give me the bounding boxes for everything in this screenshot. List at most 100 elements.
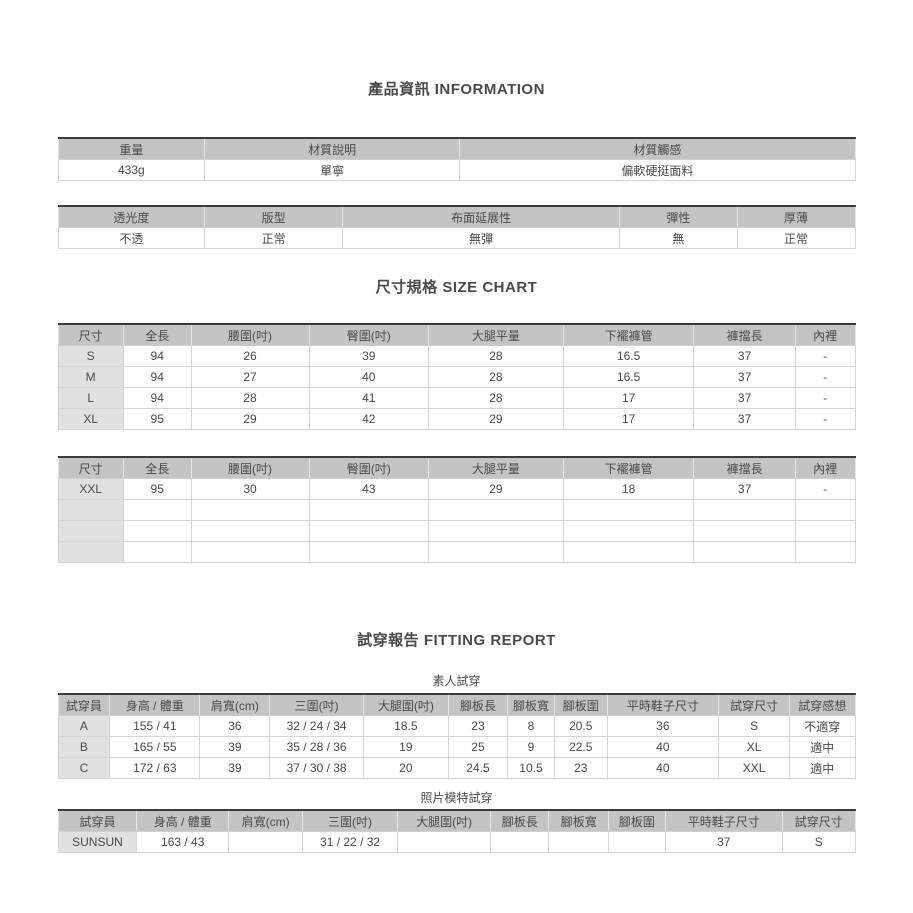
column-header: 腳板寬 [548, 810, 610, 832]
size-chart-table-s-xl: 尺寸 全長 腰圍(吋) 臀圍(吋) 大腿平量 下襬褲管 褲擋長 內裡 S 94 26 39 28 16.5… [57, 323, 856, 430]
table-cell: 37 [693, 345, 796, 367]
amateur-fitting-table: 試穿員 身高 / 體重 肩寬(cm) 三圍(吋) 大腿圍(吋) 腳板長 腳板寬 腳板圍 平時鞋子… [57, 693, 856, 779]
column-header: 透光度 [57, 206, 206, 228]
table-cell: 155 / 41 [109, 715, 201, 737]
column-header: 臀圍(吋) [308, 457, 430, 479]
column-header: 尺寸 [57, 324, 124, 346]
table-cell: 37 [693, 366, 796, 388]
column-header: 試穿尺寸 [718, 694, 791, 716]
table-cell: 無 [619, 227, 738, 249]
column-header: 全長 [122, 324, 192, 346]
table-cell: 40 [606, 757, 720, 779]
table-cell [693, 541, 796, 563]
table-cell: - [794, 366, 856, 388]
table-cell [794, 499, 856, 521]
table-cell: 23 [553, 757, 608, 779]
table-row: M 94 27 40 28 16.5 37- [57, 366, 856, 388]
row-label-cell: XXL [57, 478, 124, 500]
table-cell: - [794, 345, 856, 367]
table-cell: 37 [693, 408, 796, 430]
table-cell: 適中 [789, 736, 856, 758]
table-cell [548, 831, 610, 853]
table-cell: 94 [122, 387, 192, 409]
column-header: 彈性 [619, 206, 738, 228]
table-cell [308, 520, 430, 542]
table-row: XL 95 29 42 29 17 37- [57, 408, 856, 430]
table-cell: XXL [718, 757, 791, 779]
column-header: 材質說明 [204, 138, 461, 160]
table-cell: 42 [308, 408, 430, 430]
table-cell: 172 / 63 [109, 757, 201, 779]
material-info-table: 重量 材質說明 材質觸感 433g 單寧 偏軟硬挺面料 [57, 137, 856, 181]
column-header: 褲擋長 [693, 457, 796, 479]
table-cell: 94 [122, 366, 192, 388]
size-chart-title: 尺寸規格 SIZE CHART [375, 279, 538, 296]
column-header: 腰圍(吋) [190, 457, 310, 479]
table-cell: S [781, 831, 856, 853]
row-label-cell: SUNSUN [57, 831, 138, 853]
table-cell: 32 / 24 / 34 [269, 715, 364, 737]
table-cell: 25 [447, 736, 508, 758]
column-header: 試穿員 [57, 810, 138, 832]
table-row [57, 499, 856, 521]
table-cell: 29 [428, 478, 564, 500]
column-header: 臀圍(吋) [308, 324, 430, 346]
table-header-row: 試穿員 身高 / 體重 肩寬(cm) 三圍(吋) 大腿圍(吋) 腳板長 腳板寬 腳板圍 平時鞋子… [57, 810, 856, 832]
table-cell: 20 [362, 757, 449, 779]
column-header: 厚薄 [736, 206, 856, 228]
model-fitting-table: 試穿員 身高 / 體重 肩寬(cm) 三圍(吋) 大腿圍(吋) 腳板長 腳板寬 腳板圍 平時鞋子… [57, 809, 856, 853]
table-cell [562, 541, 695, 563]
table-cell: 23 [447, 715, 508, 737]
table-cell [190, 520, 310, 542]
table-cell: 17 [562, 387, 695, 409]
row-label-cell [57, 499, 124, 521]
table-cell: 24.5 [447, 757, 508, 779]
row-label-cell: B [57, 736, 111, 758]
row-label-cell: M [57, 366, 124, 388]
table-cell: 26 [190, 345, 310, 367]
table-cell: 36 [606, 715, 720, 737]
table-row [57, 541, 856, 563]
table-row: L 94 28 41 28 17 37- [57, 387, 856, 409]
table-cell: 37 [693, 387, 796, 409]
table-cell [562, 499, 695, 521]
table-cell: 正常 [204, 227, 344, 249]
table-cell [228, 831, 304, 853]
table-cell: 9 [506, 736, 555, 758]
column-header: 材質觸感 [459, 138, 856, 160]
table-cell [122, 499, 192, 521]
column-header: 三圍(吋) [269, 694, 364, 716]
table-cell [693, 520, 796, 542]
table-cell [428, 541, 564, 563]
row-label-cell [57, 541, 124, 563]
table-cell: 95 [122, 478, 192, 500]
column-header: 大腿圍(吋) [396, 810, 492, 832]
table-cell: 39 [199, 736, 271, 758]
table-cell: 43 [308, 478, 430, 500]
table-header-row: 尺寸 全長 腰圍(吋) 臀圍(吋) 大腿平量 下襬褲管 褲擋長 內裡 [57, 457, 856, 479]
column-header: 平時鞋子尺寸 [606, 694, 720, 716]
table-header-row: 透光度 版型 布面延展性 彈性 厚薄 [57, 206, 856, 228]
table-cell: 29 [190, 408, 310, 430]
column-header: 全長 [122, 457, 192, 479]
table-cell [308, 499, 430, 521]
table-cell [308, 541, 430, 563]
row-label-cell: A [57, 715, 111, 737]
table-cell: 單寧 [204, 159, 461, 181]
table-cell: 433g [57, 159, 206, 181]
table-row: C 172 / 63 39 37 / 30 / 38 20 24.5 10.5 23 40 XXL… [57, 757, 856, 779]
table-cell: 不適穿 [789, 715, 856, 737]
row-label-cell [57, 520, 124, 542]
table-cell [428, 499, 564, 521]
table-cell [693, 499, 796, 521]
amateur-fitting-subtitle: 素人試穿 [432, 674, 481, 688]
column-header: 下襬褲管 [562, 457, 695, 479]
table-cell: 163 / 43 [136, 831, 230, 853]
table-cell: 偏軟硬挺面料 [459, 159, 856, 181]
column-header: 內裡 [794, 457, 856, 479]
column-header: 試穿尺寸 [781, 810, 856, 832]
table-cell: 94 [122, 345, 192, 367]
column-header: 大腿平量 [428, 457, 564, 479]
table-cell: 40 [606, 736, 720, 758]
table-cell: 16.5 [562, 345, 695, 367]
